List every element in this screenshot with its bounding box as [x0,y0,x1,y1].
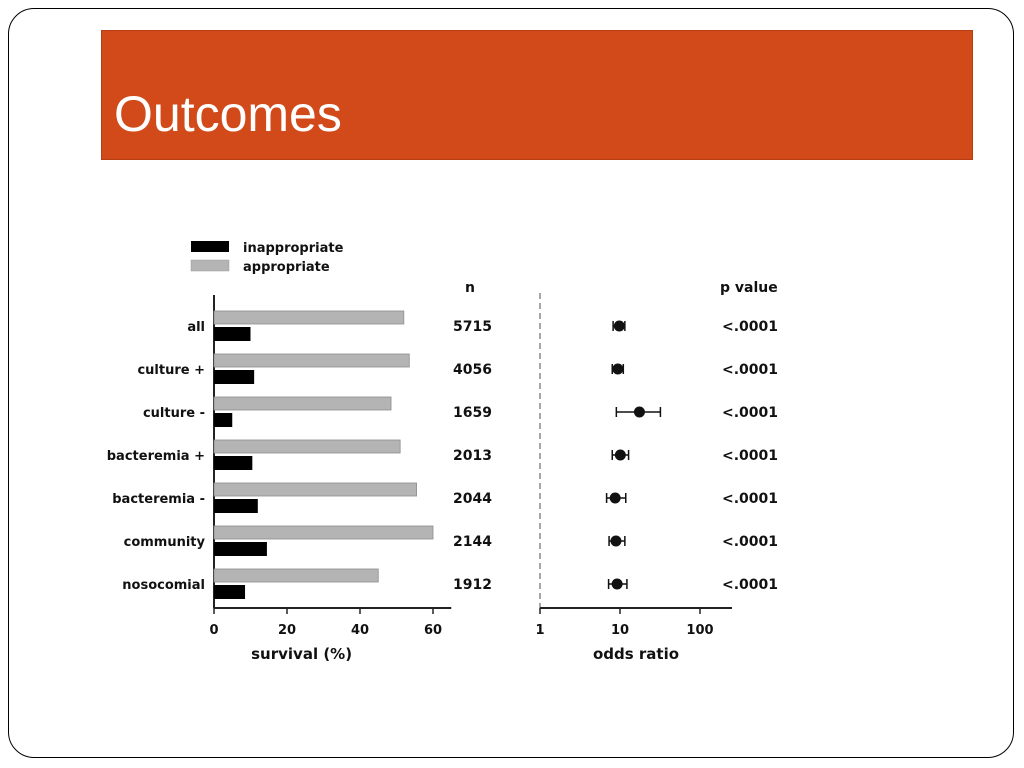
p-value: <.0001 [722,577,778,593]
n-value: 5715 [453,319,492,335]
bar-appropriate [213,482,417,497]
bar-inappropriate [214,456,253,470]
slide-title: Outcomes [114,86,342,142]
odds-ratio-point [633,406,645,418]
bar-x-tick-label: 20 [278,623,296,638]
odds-ratio-point [612,363,624,375]
bar-x-tick-label: 40 [351,623,369,638]
bar-appropriate [213,310,405,325]
n-value: 4056 [453,362,492,378]
n-header: n [465,280,475,296]
legend-swatch-inappropriate [191,241,229,252]
bar-category-label: culture + [137,363,205,378]
bar-category-label: nosocomial [122,578,205,593]
bar-x-tick-label: 0 [209,623,218,638]
legend-label-appropriate: appropriate [243,260,330,275]
forest-x-tick-label: 100 [686,623,713,638]
bar-category-label: bacteremia + [107,449,205,464]
bar-x-tick-label: 60 [424,623,442,638]
bar-appropriate [213,439,401,454]
bar-category-label: culture - [143,406,205,421]
n-value: 2144 [453,534,492,550]
odds-ratio-point [609,492,621,504]
forest-x-tick-label: 1 [535,623,544,638]
p-value: <.0001 [722,319,778,335]
p-value: <.0001 [722,362,778,378]
legend-label-inappropriate: inappropriate [243,241,344,256]
odds-ratio-point [613,320,625,332]
bar-inappropriate [214,542,267,556]
bar-appropriate [213,353,410,368]
forest-x-axis-label: odds ratio [593,645,679,663]
p-value-header: p value [720,280,778,296]
legend-swatch-appropriate [190,259,230,272]
n-value: 2044 [453,491,492,507]
bar-inappropriate [214,499,258,513]
bar-appropriate [213,525,434,540]
n-value: 2013 [453,448,492,464]
bar-appropriate [213,396,392,411]
title-bar: Outcomes [101,30,973,160]
p-value: <.0001 [722,534,778,550]
odds-ratio-point [614,449,626,461]
n-value: 1912 [453,577,492,593]
bar-category-label: community [124,535,206,550]
forest-x-tick-label: 10 [611,623,629,638]
bar-x-axis-label: survival (%) [251,645,352,663]
p-value: <.0001 [722,491,778,507]
bar-appropriate [213,568,379,583]
bar-inappropriate [214,327,251,341]
p-value: <.0001 [722,448,778,464]
p-value: <.0001 [722,405,778,421]
bar-inappropriate [214,413,233,427]
bar-category-label: all [187,320,205,335]
bar-category-label: bacteremia - [112,492,205,507]
n-value: 1659 [453,405,492,421]
bar-inappropriate [214,370,255,384]
bar-inappropriate [214,585,246,599]
odds-ratio-point [610,535,622,547]
odds-ratio-point [611,578,623,590]
